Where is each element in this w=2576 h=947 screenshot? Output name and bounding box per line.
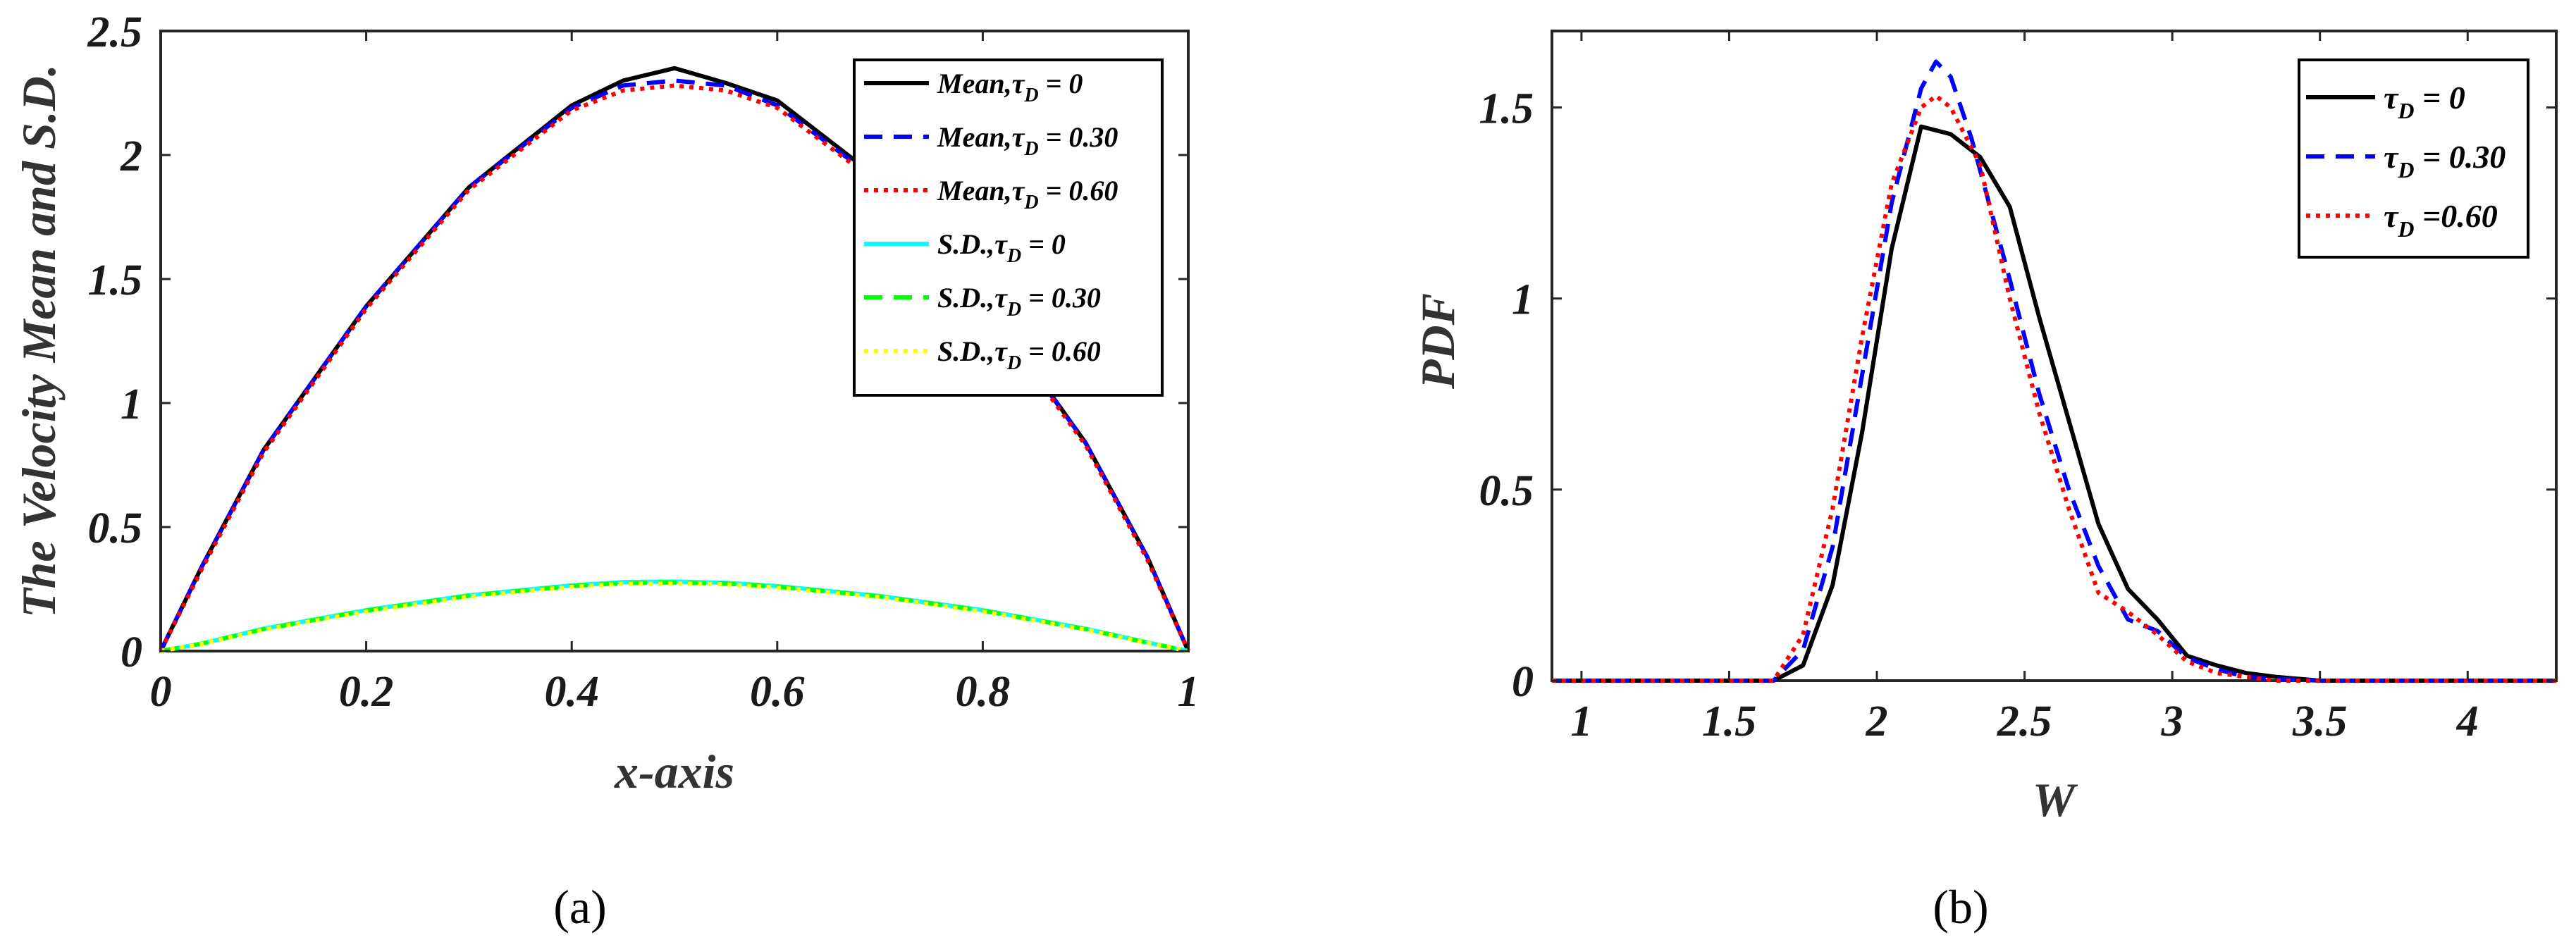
panel-a-y-tick-label: 2.5 <box>87 8 143 56</box>
panel-a-legend-label-2: Mean,τD = 0.30 <box>937 121 1118 160</box>
panel-b-y-tick-label: 0.5 <box>1479 467 1534 515</box>
panel-a-legend-label-5: S.D.,τD = 0.30 <box>937 282 1101 321</box>
panel-b-legend-label-sub: D <box>2397 98 2414 123</box>
panel-b-legend-label-main: τ <box>2384 139 2399 175</box>
panel-a-legend-label-sub: D <box>1006 299 1021 321</box>
panel-a-legend-label-1: Mean,τD = 0 <box>937 68 1083 106</box>
panel-a-legend-label-main: S.D.,τ <box>937 335 1008 367</box>
panel-b-legend-label-main: τ <box>2384 198 2399 234</box>
panel-a-legend-label-tail: = 0 <box>1021 228 1066 260</box>
panel-b-legend-label-2: τD = 0.30 <box>2384 139 2506 182</box>
panel-b-x-tick-label: 4 <box>2456 698 2479 745</box>
panel-a-legend-label-3: Mean,τD = 0.60 <box>937 175 1118 213</box>
panel-a-legend-label-main: S.D.,τ <box>937 282 1008 314</box>
panel-a-legend-box <box>853 58 1164 397</box>
panel-b-series-line-1 <box>1552 124 2556 683</box>
panel-b-legend-label-main: τ <box>2384 80 2399 116</box>
panel-b-y-tick-label: 1 <box>1512 276 1534 324</box>
panel-b-series-line-3 <box>1552 94 2556 683</box>
panel-b-legend-label-1: τD = 0 <box>2384 80 2465 123</box>
panel-a-legend-label-sub: D <box>1006 245 1021 267</box>
panel-a-chart: 0 0.2 0.4 0.6 0.8 1 0 0.5 1 1.5 2 2.5 x-axis The V… <box>12 8 1200 934</box>
panel-b-x-tick-label: 1.5 <box>1702 698 1757 745</box>
panel-a-y-tick-label: 1.5 <box>88 256 143 304</box>
panel-a-y-tick-label: 1 <box>121 380 142 428</box>
panel-a-legend-label-tail: = 0 <box>1039 68 1083 99</box>
panel-b-chart: 1 1.5 2 2.5 3 3.5 4 00.511.5 W PDF τD = 0τD = … <box>1411 30 2558 934</box>
panel-a-legend-label-main: Mean,τ <box>937 121 1025 153</box>
panel-b-legend-label-3: τD =0.60 <box>2384 198 2498 242</box>
panel-a-legend-label-tail: = 0.30 <box>1021 282 1101 314</box>
panel-a-y-tick-label: 0.5 <box>88 505 143 552</box>
panel-b-legend-label-tail: = 0 <box>2415 80 2465 116</box>
panel-a-x-tick-label: 1 <box>1178 668 1200 716</box>
panel-a-legend-label-tail: = 0.60 <box>1021 335 1101 367</box>
panel-a-x-axis-title: x-axis <box>614 745 734 798</box>
panel-b-x-tick-label: 1 <box>1570 698 1592 745</box>
panel-a-legend-label-6: S.D.,τD = 0.60 <box>937 335 1101 374</box>
panel-b-y-axis-title: PDF <box>1411 293 1465 390</box>
panel-b-x-axis-title: W <box>2033 773 2078 827</box>
panel-a-x-tick-label: 0 <box>150 668 172 716</box>
panel-b-y-tick-label: 0 <box>1512 658 1534 706</box>
panel-a-legend-label-sub: D <box>1023 192 1038 213</box>
panel-b-legend-label-sub: D <box>2397 216 2414 242</box>
panel-a-legend-label-sub: D <box>1023 138 1038 160</box>
panel-a-y-tick-label: 0 <box>121 629 142 676</box>
panel-a-legend-label-sub: D <box>1006 352 1021 374</box>
panel-b-label: (b) <box>1933 880 1988 934</box>
panel-b-legend-label-sub: D <box>2397 157 2414 182</box>
panel-a-label: (a) <box>553 880 606 934</box>
panel-b-legend-label-tail: = 0.30 <box>2415 139 2506 175</box>
panel-a-legend-label-main: Mean,τ <box>937 68 1025 99</box>
panel-a-series-line-6 <box>160 581 1189 653</box>
panel-a-legend-label-tail: = 0.60 <box>1039 175 1118 206</box>
panel-b-x-tick-label: 3 <box>2161 698 2183 745</box>
panel-a-x-tick-label: 0.6 <box>750 668 805 716</box>
panel-a-x-tick-label: 0.4 <box>544 668 599 716</box>
panel-a-x-tick-label: 0.2 <box>339 668 394 716</box>
panel-a-legend-label-sub: D <box>1023 85 1038 106</box>
panel-b-x-tick-label: 3.5 <box>2292 698 2348 745</box>
panel-a-legend-label-main: Mean,τ <box>937 175 1025 206</box>
panel-b-legend-label-tail: =0.60 <box>2415 198 2498 234</box>
panel-b-x-tick-label: 2 <box>1866 698 1888 745</box>
panel-b-y-tick-label: 1.5 <box>1479 85 1534 132</box>
panel-a-y-tick-label: 2 <box>120 132 142 180</box>
panel-a-x-tick-label: 0.8 <box>956 668 1011 716</box>
panel-a-legend-label-tail: = 0.30 <box>1039 121 1118 153</box>
panel-b-x-tick-label: 2.5 <box>1997 698 2052 745</box>
panel-a-y-axis-title: The Velocity Mean and S.D. <box>12 64 66 618</box>
panel-a-legend-label-4: S.D.,τD = 0 <box>937 228 1066 267</box>
panel-a-legend-label-main: S.D.,τ <box>937 228 1008 260</box>
